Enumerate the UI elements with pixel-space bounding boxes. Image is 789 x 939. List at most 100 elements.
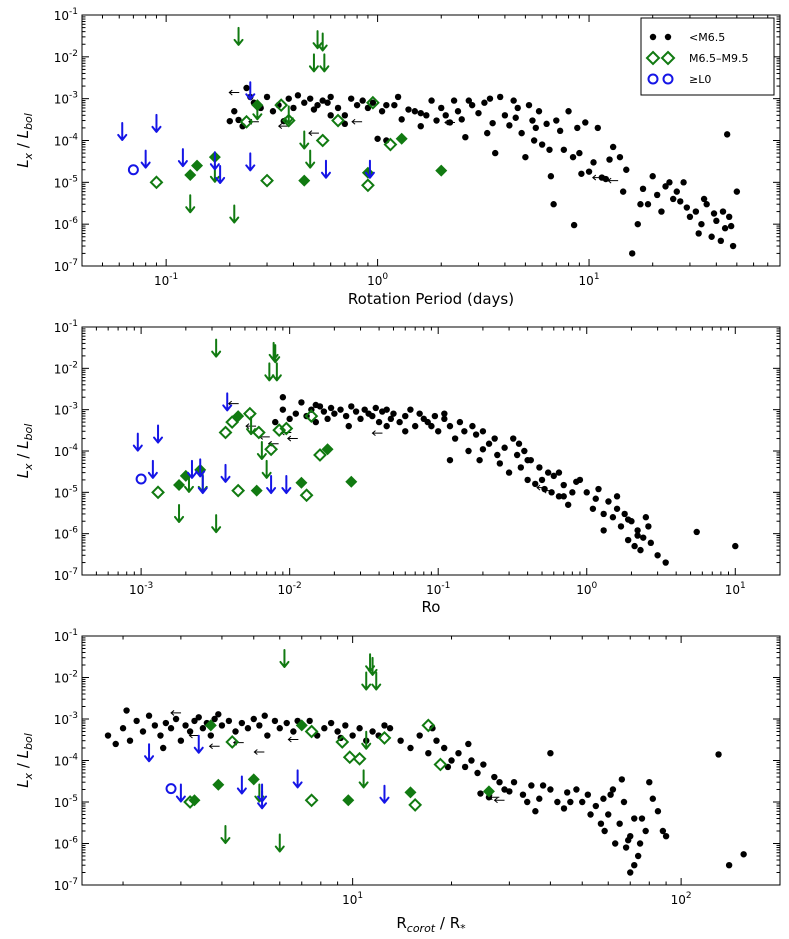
data-point (450, 97, 458, 104)
x-tick-exponent: -1 (169, 272, 178, 282)
data-point (623, 166, 630, 173)
data-point (506, 122, 513, 129)
data-point (624, 837, 632, 844)
data-point (710, 210, 718, 217)
y-axis-label-part: L (14, 779, 32, 787)
upper-limit-left-arrow (228, 89, 240, 96)
data-point (740, 851, 747, 858)
data-point (411, 422, 419, 430)
data-point-open-circle (127, 164, 139, 176)
data-point (600, 510, 607, 518)
upper-limit-arrow (151, 113, 162, 133)
upper-limit-left-arrow (208, 743, 220, 750)
data-point (312, 401, 320, 409)
data-point (461, 763, 469, 771)
upper-limit-left-arrow (536, 484, 548, 491)
data-point (597, 820, 605, 827)
data-point (479, 428, 487, 435)
data-point (327, 112, 334, 119)
data-point-open-diamond (239, 114, 254, 129)
x-tick-base: 10 (154, 274, 169, 288)
data-point (320, 408, 328, 415)
data-point (653, 191, 661, 199)
data-point-open-diamond (299, 488, 314, 503)
upper-limit-arrow (320, 159, 331, 179)
data-point (486, 95, 494, 102)
data-point (433, 737, 440, 744)
data-point-open-diamond (365, 95, 380, 110)
data-point (271, 717, 279, 725)
data-point (306, 95, 314, 102)
data-point (578, 170, 585, 177)
y-tick-base: 10 (54, 51, 69, 65)
data-point (361, 406, 368, 413)
data-point (438, 104, 445, 112)
upper-limit-arrow (229, 204, 240, 224)
data-point (644, 201, 652, 208)
data-point-open-diamond (183, 795, 198, 809)
data-point (695, 230, 702, 237)
y-tick-exponent: -1 (69, 628, 78, 638)
data-point (244, 725, 252, 732)
data-point-diamond (250, 484, 263, 497)
data-point-open-diamond (225, 735, 240, 749)
data-layer (132, 338, 739, 566)
y-tick-base: 10 (54, 9, 69, 23)
upper-limit-arrow (270, 344, 281, 364)
upper-limit-arrow (193, 734, 204, 754)
y-tick-exponent: -5 (69, 174, 78, 184)
panel-rossby-number: 10-3 10-2 10-1 100 10110-710-610-510-410-310… (14, 319, 781, 616)
data-point-open-diamond (331, 113, 345, 128)
data-point (375, 418, 383, 426)
y-tick-base: 10 (54, 321, 69, 335)
data-point (369, 412, 376, 420)
y-tick-base: 10 (54, 755, 69, 769)
data-point (583, 489, 590, 496)
x-tick-label: 101 (725, 581, 746, 597)
data-point (383, 101, 390, 109)
data-point (634, 852, 642, 860)
data-point (519, 791, 527, 798)
data-point (151, 722, 159, 729)
legend-marker-lt-icon (647, 73, 659, 85)
y-axis-label-part: L (14, 159, 32, 167)
data-point (539, 782, 547, 789)
x-axis-label-sub: corot (407, 922, 436, 935)
data-point-diamond (345, 475, 358, 488)
data-point (407, 406, 414, 413)
data-point (286, 415, 293, 423)
data-point (314, 101, 321, 109)
data-point-open-diamond (335, 735, 350, 749)
upper-limit-arrow (252, 101, 263, 121)
data-point (501, 112, 509, 119)
data-point-open-diamond (264, 442, 279, 457)
data-point (319, 97, 326, 104)
data-point (624, 536, 632, 544)
data-point (517, 464, 525, 471)
data-point (172, 715, 180, 723)
data-point (496, 460, 504, 467)
y-tick-exponent: -2 (69, 360, 78, 370)
data-point (462, 133, 469, 141)
data-point (383, 422, 390, 430)
y-tick-exponent: -6 (69, 526, 78, 536)
data-point (528, 782, 535, 789)
data-point (312, 418, 320, 426)
data-point (337, 406, 344, 413)
upper-limit-arrow (361, 671, 372, 691)
data-point (456, 418, 464, 426)
x-tick-label: 10-1 (426, 581, 450, 597)
y-tick-base: 10 (54, 260, 69, 274)
y-tick-label: 10-2 (54, 360, 78, 376)
data-point (585, 168, 593, 175)
data-point (505, 469, 513, 476)
data-point (465, 447, 472, 455)
data-point-diamond (204, 719, 217, 732)
data-point (721, 225, 729, 232)
upper-limit-arrow (364, 159, 375, 179)
upper-limit-arrow (319, 53, 330, 73)
data-point (607, 791, 614, 798)
y-tick-exponent: -4 (69, 753, 78, 763)
y-tick-exponent: -3 (69, 402, 78, 412)
